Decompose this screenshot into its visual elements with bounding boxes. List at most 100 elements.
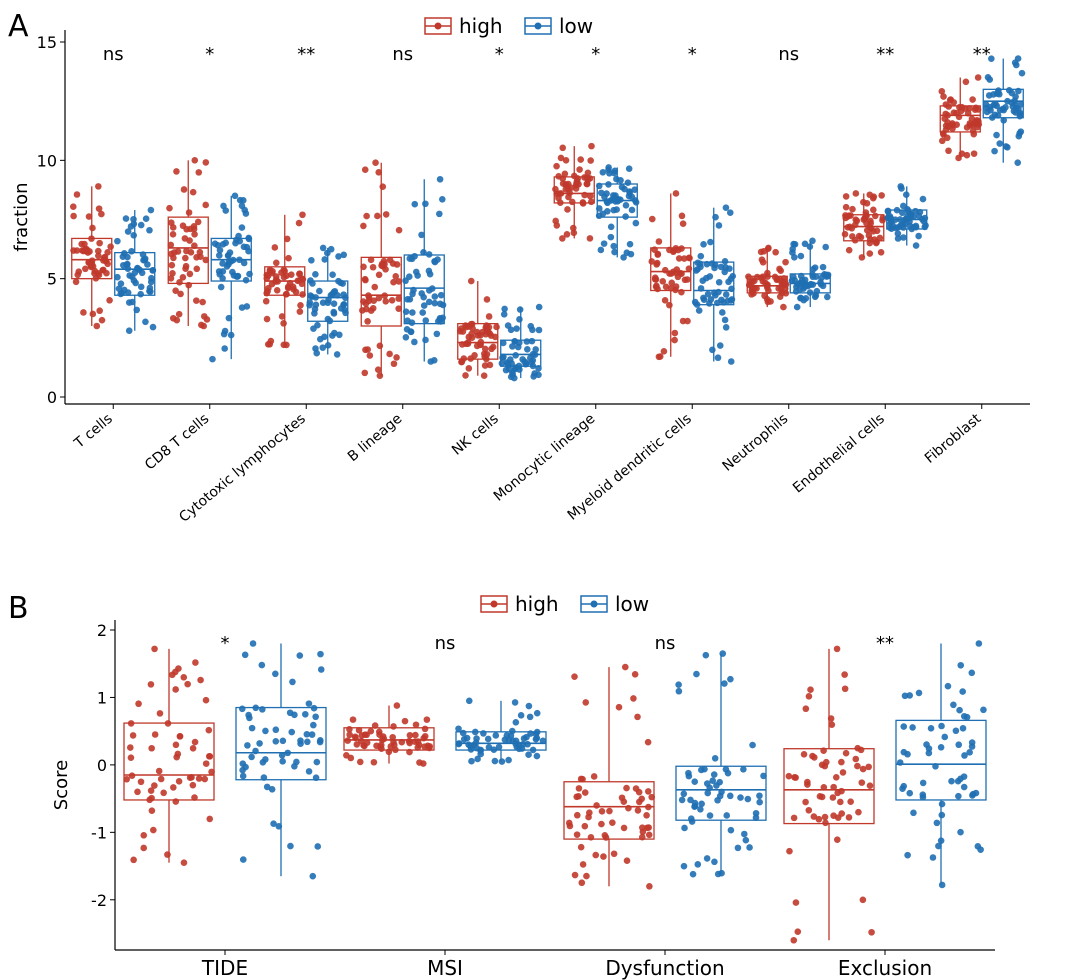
data-point (198, 321, 205, 329)
data-point (523, 733, 530, 741)
data-point (866, 782, 874, 790)
data-point (723, 812, 731, 819)
data-point (493, 323, 500, 331)
data-point (160, 789, 167, 797)
data-point (137, 290, 144, 298)
data-point (371, 283, 379, 291)
data-point (925, 749, 933, 757)
data-point (819, 263, 827, 271)
data-point (611, 248, 618, 256)
x-tick-label: TIDE (201, 956, 248, 980)
data-point (164, 851, 171, 858)
data-point (703, 780, 711, 787)
data-point (653, 259, 661, 267)
data-point (171, 249, 178, 256)
data-point (621, 663, 629, 671)
data-point (849, 205, 856, 213)
data-point (599, 210, 607, 218)
data-point (222, 207, 230, 214)
data-point (842, 203, 850, 211)
data-point (258, 661, 266, 669)
data-point (342, 309, 349, 317)
data-point (940, 93, 947, 100)
data-point (610, 206, 618, 214)
data-point (749, 276, 756, 284)
data-point (117, 280, 125, 287)
data-point (124, 228, 132, 235)
data-point (865, 763, 872, 771)
data-point (180, 186, 188, 193)
data-point (586, 175, 594, 182)
data-point (127, 744, 134, 751)
data-point (287, 842, 294, 850)
data-point (698, 800, 705, 808)
data-point (610, 169, 618, 177)
data-point (762, 279, 769, 287)
data-point (480, 730, 487, 737)
data-point (983, 108, 991, 116)
significance-label: ns (103, 44, 124, 65)
data-point (806, 289, 814, 296)
data-point (915, 689, 923, 697)
data-point (334, 292, 341, 299)
data-point (707, 238, 714, 246)
data-point (94, 247, 102, 255)
data-point (905, 207, 912, 215)
data-point (195, 169, 203, 176)
data-point (988, 55, 995, 62)
data-point (486, 361, 494, 369)
data-point (408, 319, 416, 326)
data-point (634, 713, 641, 721)
data-point (346, 726, 353, 733)
data-point (529, 350, 537, 358)
data-point (299, 211, 306, 219)
data-point (187, 249, 195, 256)
data-point (909, 724, 916, 731)
data-point (191, 157, 199, 164)
data-point (416, 759, 423, 766)
data-point (807, 686, 814, 694)
data-point (140, 844, 148, 852)
data-point (529, 746, 537, 754)
data-point (498, 758, 506, 765)
data-point (632, 199, 640, 206)
data-point (822, 243, 830, 251)
data-point (753, 285, 760, 292)
data-point (287, 271, 295, 279)
data-point (411, 338, 418, 346)
data-point (275, 823, 283, 830)
data-point (974, 123, 981, 131)
data-point (239, 772, 247, 780)
data-point (480, 372, 488, 380)
data-point (778, 289, 786, 297)
data-point (363, 212, 370, 220)
data-point (974, 106, 982, 113)
data-point (375, 294, 383, 302)
data-point (942, 126, 950, 133)
data-point (361, 275, 369, 283)
data-point (628, 206, 636, 214)
data-point (98, 316, 106, 324)
data-point (722, 766, 730, 773)
data-point (114, 237, 121, 245)
data-point (272, 670, 279, 678)
data-point (419, 309, 427, 316)
data-point (127, 754, 135, 762)
y-tick-label: 5 (47, 270, 57, 289)
data-point (969, 792, 976, 799)
data-point (632, 785, 640, 792)
data-point (272, 726, 280, 734)
data-point (333, 351, 341, 358)
data-point (304, 738, 311, 746)
data-point (369, 263, 377, 271)
data-point (342, 294, 349, 302)
data-point (726, 209, 734, 216)
data-point (691, 298, 699, 306)
x-tick-label: Neutrophils (720, 411, 792, 475)
data-point (202, 696, 210, 704)
data-point (92, 275, 100, 282)
data-point (571, 871, 579, 879)
data-point (420, 249, 427, 256)
data-point (841, 230, 849, 238)
